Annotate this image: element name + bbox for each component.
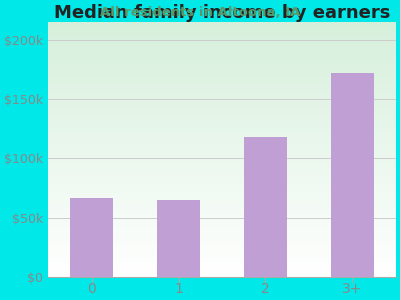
Bar — [70, 198, 113, 277]
Bar — [331, 73, 374, 277]
Bar — [244, 137, 287, 277]
Bar — [157, 200, 200, 277]
Text: All residents in Altoona, IA: All residents in Altoona, IA — [100, 6, 300, 19]
Title: Median family income by earners: Median family income by earners — [54, 4, 390, 22]
